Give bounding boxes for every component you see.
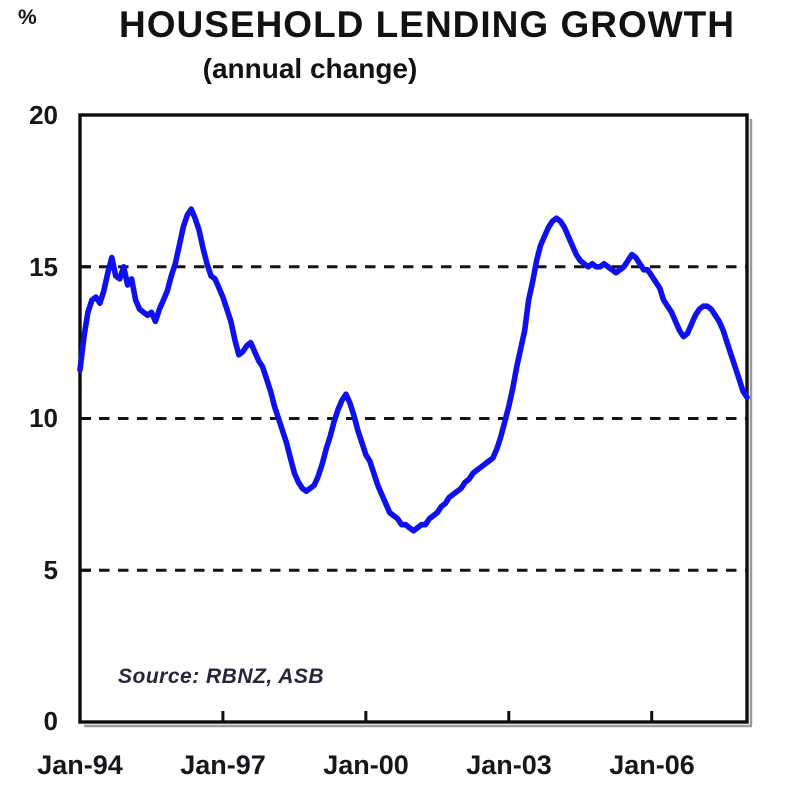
y-tick-label-15: 15: [29, 252, 58, 282]
x-tick-label-jan94: Jan-94: [37, 750, 123, 780]
lending-growth-line: [77, 206, 750, 534]
y-tick-label-10: 10: [29, 403, 58, 433]
y-axis-unit-label: %: [18, 6, 37, 29]
x-tick-label-jan03: Jan-03: [466, 750, 552, 780]
x-tick-label-jan97: Jan-97: [180, 750, 266, 780]
y-tick-label-5: 5: [43, 555, 58, 585]
x-tick-label-jan00: Jan-00: [323, 750, 409, 780]
chart-title: HOUSEHOLD LENDING GROWTH: [119, 4, 735, 45]
x-tick-label-jan06: Jan-06: [609, 750, 695, 780]
source-note: Source: RBNZ, ASB: [118, 665, 325, 688]
axis-border: [78, 113, 749, 724]
y-tick-label-20: 20: [29, 100, 58, 130]
y-tick-label-0: 0: [43, 706, 58, 736]
chart-subtitle: (annual change): [202, 53, 418, 84]
